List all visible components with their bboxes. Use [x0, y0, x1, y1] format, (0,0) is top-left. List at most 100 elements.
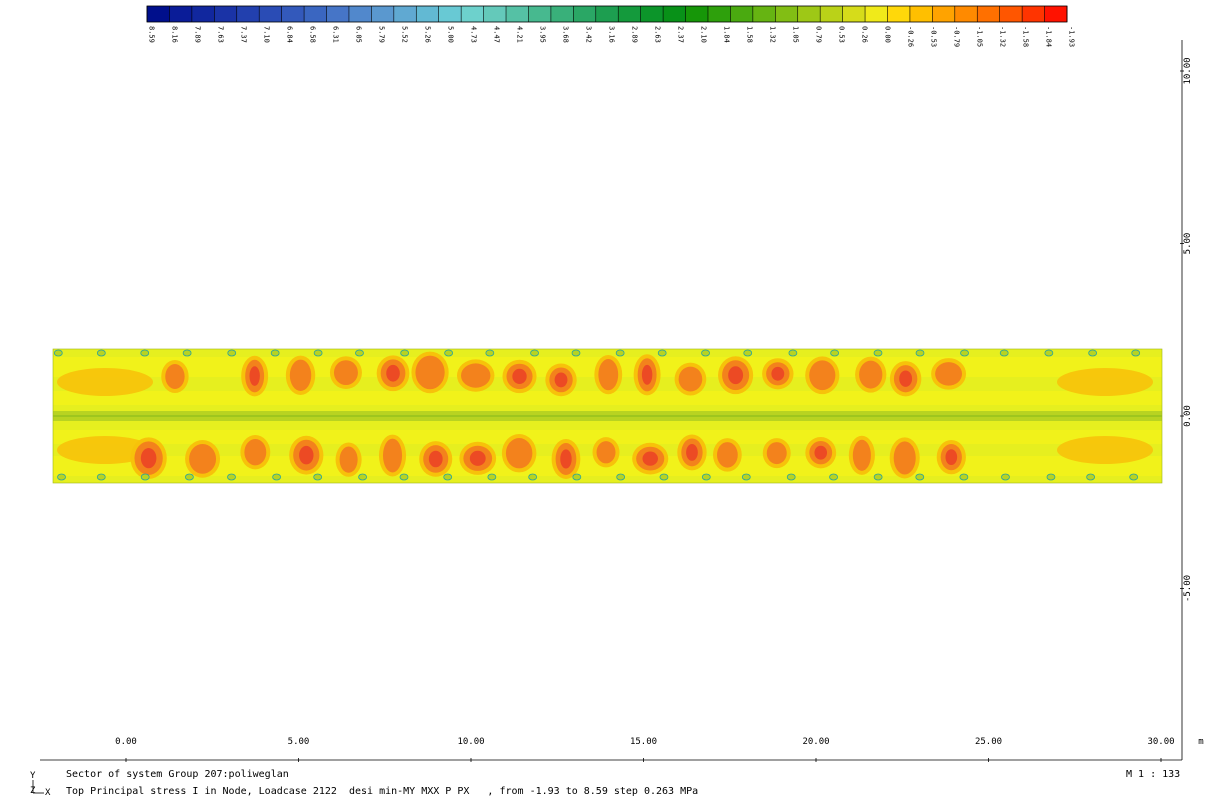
support-marker [358, 473, 367, 481]
stress-spot-peak [299, 445, 314, 465]
stress-spot [189, 444, 217, 474]
stress-spot [766, 442, 787, 465]
legend-value-label: 3.42 [585, 26, 593, 43]
support-marker [786, 473, 796, 481]
legend-swatch [640, 6, 664, 22]
legend-value-label: -1.05 [976, 26, 984, 47]
legend-value-label: 4.47 [493, 26, 501, 43]
legend-swatch [977, 6, 1001, 22]
stress-spot-peak [554, 372, 568, 388]
legend-swatch [191, 6, 215, 22]
legend-swatch [147, 6, 170, 22]
stress-spot [382, 438, 403, 473]
legend-value-label: 1.32 [769, 26, 777, 43]
legend-swatch [528, 6, 552, 22]
legend-swatch [1022, 6, 1046, 22]
support-marker [701, 349, 710, 357]
stress-spot-peak [512, 368, 527, 385]
stress-spot-peak [728, 366, 744, 385]
legend-value-label: -1.93 [1068, 26, 1076, 47]
legend-value-label: 3.16 [608, 26, 616, 43]
support-marker [743, 349, 753, 357]
legend-value-label: 2.89 [631, 26, 639, 43]
legend-border [146, 5, 1068, 23]
axis-indicator-y-label: Y [30, 771, 36, 781]
legend-value-label: -0.53 [930, 26, 938, 47]
legend-value-label: 8.16 [171, 26, 179, 43]
support-marker [140, 473, 150, 481]
support-marker [1131, 349, 1141, 357]
legend-value-label: 6.31 [332, 26, 340, 43]
y-axis-tick-label: 0.00 [1183, 405, 1193, 427]
support-marker [96, 349, 106, 357]
legend-value-label: 0.79 [815, 26, 823, 43]
support-marker [313, 473, 323, 481]
legend-value-label: 2.37 [677, 26, 685, 43]
support-marker [999, 349, 1009, 357]
stress-spot [339, 446, 358, 473]
support-marker [140, 349, 150, 357]
support-marker [1046, 473, 1056, 481]
support-marker [830, 349, 840, 357]
x-axis-tick-label: 10.00 [457, 737, 484, 747]
support-marker [959, 473, 969, 481]
stress-spot-peak [469, 450, 486, 466]
end-zone [1057, 436, 1153, 464]
support-marker [487, 473, 497, 481]
legend-swatch [932, 6, 956, 22]
legend-value-label: 4.73 [470, 26, 478, 43]
legend-swatch [236, 6, 260, 22]
legend-swatch [1044, 6, 1068, 22]
support-marker [185, 473, 194, 481]
legend-value-label: -1.58 [1022, 26, 1030, 47]
legend-value-label: 6.05 [355, 26, 363, 43]
stress-spot [852, 439, 871, 471]
legend-swatch [752, 6, 776, 22]
caption-sector: Sector of system Group 207:poliweglan [66, 769, 289, 780]
plate-band [53, 391, 1162, 405]
stress-spot-peak [686, 444, 698, 461]
legend-value-label: 5.52 [401, 26, 409, 43]
x-axis-tick-label: 0.00 [115, 737, 137, 747]
support-marker [572, 473, 582, 481]
legend-value-label: 0.26 [861, 26, 869, 43]
legend-swatch [999, 6, 1023, 22]
legend-value-label: 4.21 [516, 26, 524, 43]
legend-swatch [595, 6, 619, 22]
support-marker [227, 349, 237, 357]
support-marker [485, 349, 495, 357]
stress-spot [678, 366, 703, 392]
stress-spot-peak [249, 366, 260, 386]
legend-swatch [954, 6, 978, 22]
legend-swatch [775, 6, 799, 22]
support-marker [657, 349, 667, 357]
stress-spot [859, 360, 883, 389]
support-marker [915, 473, 925, 481]
x-axis-tick-label: 25.00 [975, 737, 1002, 747]
stress-spot-peak [428, 450, 443, 468]
stress-spot-peak [899, 370, 913, 387]
legend-value-label: 7.89 [194, 26, 202, 43]
legend-value-label: 7.63 [217, 26, 225, 43]
legend-swatch [663, 6, 687, 22]
support-marker [1129, 473, 1139, 481]
stress-spot-peak [814, 445, 828, 460]
x-axis-tick-label: 30.00 [1147, 737, 1174, 747]
stress-spot [717, 442, 738, 468]
x-axis-tick-label: 5.00 [288, 737, 310, 747]
stress-spot [333, 360, 358, 386]
support-marker [400, 349, 410, 357]
legend-swatch [416, 6, 440, 22]
support-marker [355, 349, 364, 357]
legend-value-label: 3.95 [539, 26, 547, 43]
stress-spot [289, 359, 312, 391]
legend-value-label: 3.68 [562, 26, 570, 43]
legend-value-label: 1.84 [723, 26, 731, 43]
color-legend: 8.59 8.16 7.89 7.63 7.37 7.10 6.84 6.58 6.31 6.05… [146, 5, 1076, 47]
stress-spot [505, 438, 533, 469]
x-axis-unit: m [1198, 737, 1203, 747]
support-marker [53, 349, 63, 357]
stress-spot [596, 441, 616, 464]
support-marker [57, 473, 66, 481]
